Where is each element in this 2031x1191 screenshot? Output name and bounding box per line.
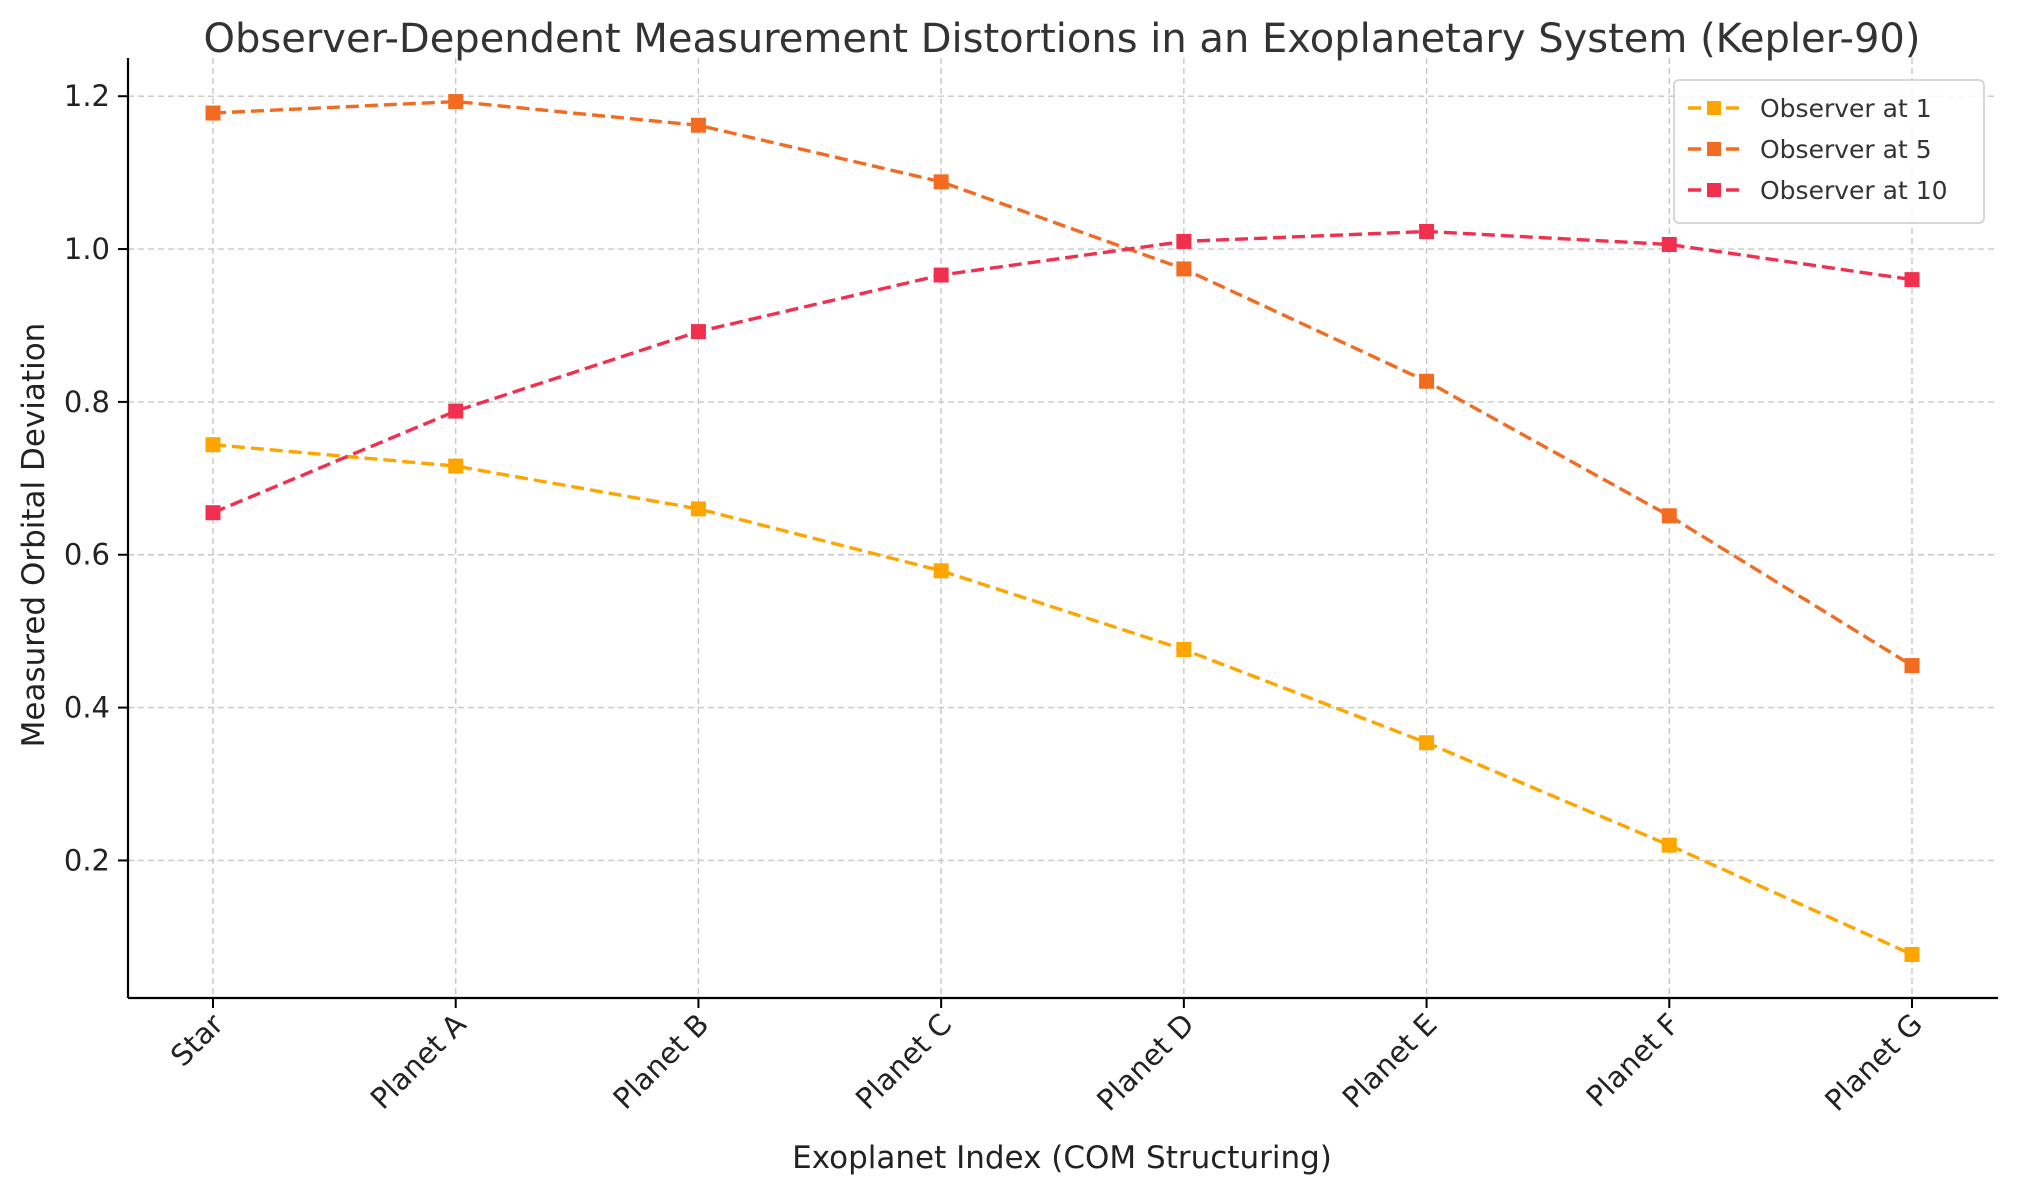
legend: Observer at 1 Observer at 5 Observer at 10: [1673, 79, 1985, 224]
legend-item: Observer at 10: [1688, 176, 1948, 205]
x-tick-label: Star: [164, 1007, 230, 1073]
data-point: [1661, 837, 1677, 853]
data-point: [448, 458, 464, 474]
data-point: [933, 267, 949, 283]
x-tick-label: Planet A: [364, 1007, 473, 1116]
data-point: [1661, 508, 1677, 524]
data-point: [1419, 735, 1435, 751]
data-point: [205, 437, 221, 453]
data-point: [205, 105, 221, 121]
x-tick-label: Planet B: [606, 1007, 715, 1116]
data-point: [1176, 642, 1192, 658]
x-tick-label: Planet F: [1580, 1007, 1687, 1114]
data-point: [690, 117, 706, 133]
legend-label: Observer at 1: [1760, 94, 1932, 123]
legend-item: Observer at 1: [1688, 94, 1932, 123]
y-tick-label: 0.4: [64, 691, 110, 725]
legend-label: Observer at 5: [1760, 135, 1932, 164]
data-series: [205, 94, 1920, 962]
legend-box: [1673, 79, 1985, 224]
x-tick-label: Planet C: [849, 1007, 958, 1116]
legend-swatch-marker: [1707, 142, 1721, 156]
legend-swatch-marker: [1707, 101, 1721, 115]
data-point: [933, 174, 949, 190]
series-2: [205, 94, 1920, 674]
data-point: [933, 563, 949, 579]
data-point: [1176, 261, 1192, 277]
data-point: [205, 505, 221, 521]
x-tick-label: Planet D: [1090, 1007, 1201, 1118]
legend-item: Observer at 5: [1688, 135, 1932, 164]
x-axis-label: Exoplanet Index (COM Structuring): [792, 1140, 1332, 1176]
data-point: [1419, 373, 1435, 389]
series-3: [205, 223, 1920, 521]
x-tick-label: Planet G: [1818, 1007, 1929, 1118]
data-point: [1661, 236, 1677, 252]
y-tick-label: 1.2: [64, 79, 110, 113]
data-point: [690, 501, 706, 517]
data-point: [1176, 233, 1192, 249]
data-point: [448, 403, 464, 419]
legend-swatch-marker: [1707, 183, 1721, 197]
y-tick-label: 0.8: [64, 385, 110, 419]
series-line: [212, 99, 1913, 668]
data-point: [448, 94, 464, 110]
y-tick-label: 1.0: [64, 232, 110, 266]
y-tick-label: 0.6: [64, 538, 110, 572]
chart-title: Observer-Dependent Measurement Distortio…: [204, 16, 1921, 62]
data-point: [1904, 658, 1920, 674]
x-tick-label: Planet E: [1336, 1007, 1444, 1115]
y-tick-label: 0.2: [64, 843, 110, 877]
data-point: [1904, 946, 1920, 962]
y-axis-label: Measured Orbital Deviation: [16, 323, 52, 748]
data-point: [1419, 223, 1435, 239]
data-point: [690, 324, 706, 340]
series-line: [212, 229, 1913, 515]
data-point: [1904, 272, 1920, 288]
series-line: [212, 443, 1913, 956]
legend-label: Observer at 10: [1760, 176, 1948, 205]
series-1: [205, 437, 1920, 962]
